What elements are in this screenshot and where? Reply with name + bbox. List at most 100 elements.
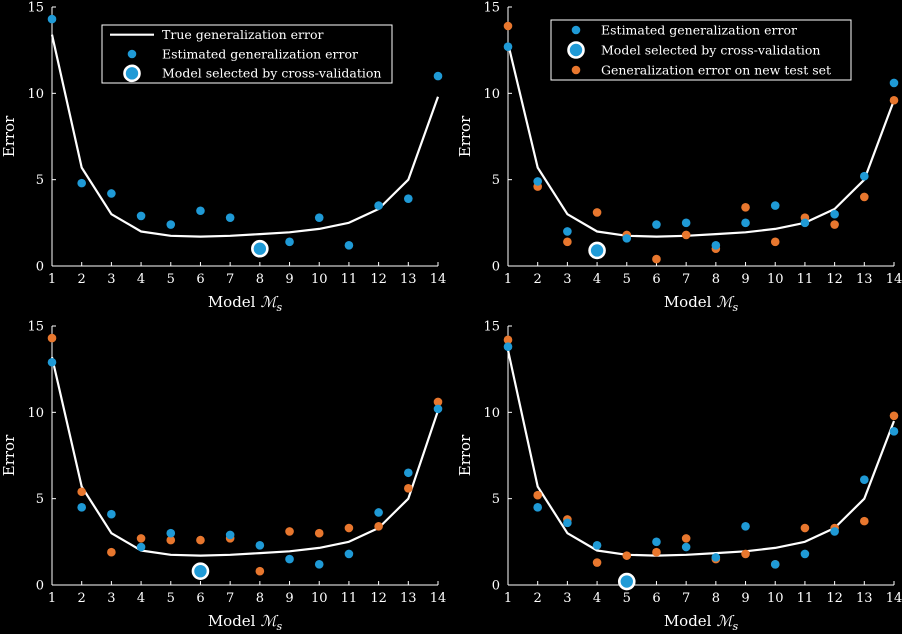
x-tick-label: 13 — [856, 591, 873, 606]
x-axis-label-math: ℳ — [260, 293, 278, 311]
y-axis-label: Error — [0, 115, 18, 157]
x-axis-label-text: Model — [208, 612, 256, 630]
estimated-error-point — [433, 404, 443, 414]
x-tick-label: 14 — [886, 591, 902, 606]
estimated-error-point — [77, 503, 86, 512]
y-tick-label: 15 — [483, 320, 500, 335]
x-tick-label: 12 — [370, 591, 387, 606]
x-axis-label: Model ℳs — [664, 612, 739, 633]
selected-model-point — [617, 572, 636, 591]
x-tick-label: 4 — [593, 591, 601, 606]
test-error-point — [770, 237, 780, 247]
estimated-error-point — [830, 527, 839, 536]
estimated-error-point — [800, 218, 810, 228]
test-error-point — [314, 528, 324, 538]
test-error-point — [592, 558, 602, 567]
y-tick-label: 0 — [492, 579, 500, 594]
test-error-point — [404, 484, 413, 493]
test-error-point — [196, 535, 205, 545]
test-error-point — [889, 411, 899, 421]
x-tick-label: 2 — [534, 272, 542, 287]
x-axis-label-text: Model — [208, 293, 256, 311]
estimated-error-point — [503, 42, 513, 52]
estimated-error-point — [533, 503, 542, 512]
x-tick-label: 3 — [563, 591, 571, 606]
test-error-point — [860, 192, 869, 202]
legend-label: Model selected by cross-validation — [162, 66, 381, 81]
y-tick-label: 0 — [492, 260, 500, 275]
x-tick-label: 7 — [682, 272, 690, 287]
estimated-error-point — [285, 237, 294, 247]
x-axis-label: Model ℳs — [208, 293, 283, 314]
x-tick-label: 10 — [311, 591, 328, 606]
y-tick-label: 0 — [36, 579, 44, 594]
selected-model-point — [251, 239, 269, 258]
x-tick-label: 13 — [400, 591, 417, 606]
x-tick-label: 4 — [593, 272, 601, 287]
x-axis-label-math: ℳ — [716, 612, 734, 630]
estimated-error-point — [404, 468, 413, 478]
x-tick-label: 11 — [797, 272, 814, 287]
estimated-error-point — [889, 78, 899, 88]
test-error-point — [741, 549, 750, 559]
y-tick-label: 15 — [483, 1, 500, 16]
legend-label: Model selected by cross-validation — [601, 42, 820, 57]
x-tick-label: 2 — [534, 591, 542, 606]
x-tick-label: 14 — [430, 591, 447, 606]
x-axis-label-subscript: s — [277, 620, 283, 633]
x-axis-label-math: ℳ — [260, 612, 278, 630]
legend-estimated-swatch — [571, 25, 581, 35]
legend-estimated-swatch — [127, 49, 137, 59]
estimated-error-point — [711, 240, 721, 250]
true-error-line — [50, 34, 440, 238]
estimated-error-point — [314, 213, 324, 222]
x-tick-label: 10 — [767, 272, 784, 287]
estimated-error-point — [404, 194, 413, 203]
estimated-error-point — [136, 542, 146, 552]
legend-label: True generalization error — [162, 27, 323, 42]
estimated-error-point — [225, 213, 235, 222]
y-tick-label: 5 — [36, 173, 44, 188]
x-tick-label: 1 — [504, 591, 512, 606]
y-axis-label: Error — [0, 434, 18, 476]
test-error-point — [563, 237, 572, 247]
x-tick-label: 7 — [682, 591, 690, 606]
legend-test-swatch — [571, 65, 581, 75]
x-tick-label: 8 — [256, 272, 264, 287]
estimated-error-point — [344, 549, 354, 559]
estimated-error-point — [314, 559, 324, 569]
x-tick-label: 1 — [48, 591, 56, 606]
estimated-error-point — [592, 540, 602, 550]
true-error-line — [506, 349, 896, 557]
x-tick-label: 6 — [196, 272, 204, 287]
x-tick-label: 9 — [741, 272, 749, 287]
test-error-point — [433, 397, 443, 407]
estimated-error-point — [652, 537, 661, 547]
x-tick-label: 10 — [767, 591, 784, 606]
x-tick-label: 9 — [285, 272, 293, 287]
x-tick-label: 2 — [78, 272, 86, 287]
estimated-error-point — [889, 427, 899, 436]
x-tick-label: 7 — [226, 591, 234, 606]
x-tick-label: 3 — [563, 272, 571, 287]
true-error-line — [506, 43, 896, 238]
x-tick-label: 6 — [196, 591, 204, 606]
x-tick-label: 9 — [741, 591, 749, 606]
y-axis-label: Error — [456, 434, 474, 476]
x-tick-label: 2 — [78, 591, 86, 606]
x-tick-label: 11 — [341, 272, 358, 287]
estimated-error-point — [225, 530, 235, 540]
estimated-error-point — [107, 189, 116, 198]
test-error-point — [533, 490, 542, 500]
y-tick-label: 10 — [483, 87, 500, 102]
estimated-error-point — [770, 559, 780, 569]
x-tick-label: 4 — [137, 272, 145, 287]
estimated-error-point — [107, 509, 116, 519]
test-error-point — [652, 547, 661, 557]
x-tick-label: 5 — [167, 272, 175, 287]
test-error-point — [374, 521, 383, 531]
estimated-error-point — [563, 518, 572, 528]
estimated-error-point — [681, 218, 691, 228]
estimated-error-point — [770, 201, 780, 210]
